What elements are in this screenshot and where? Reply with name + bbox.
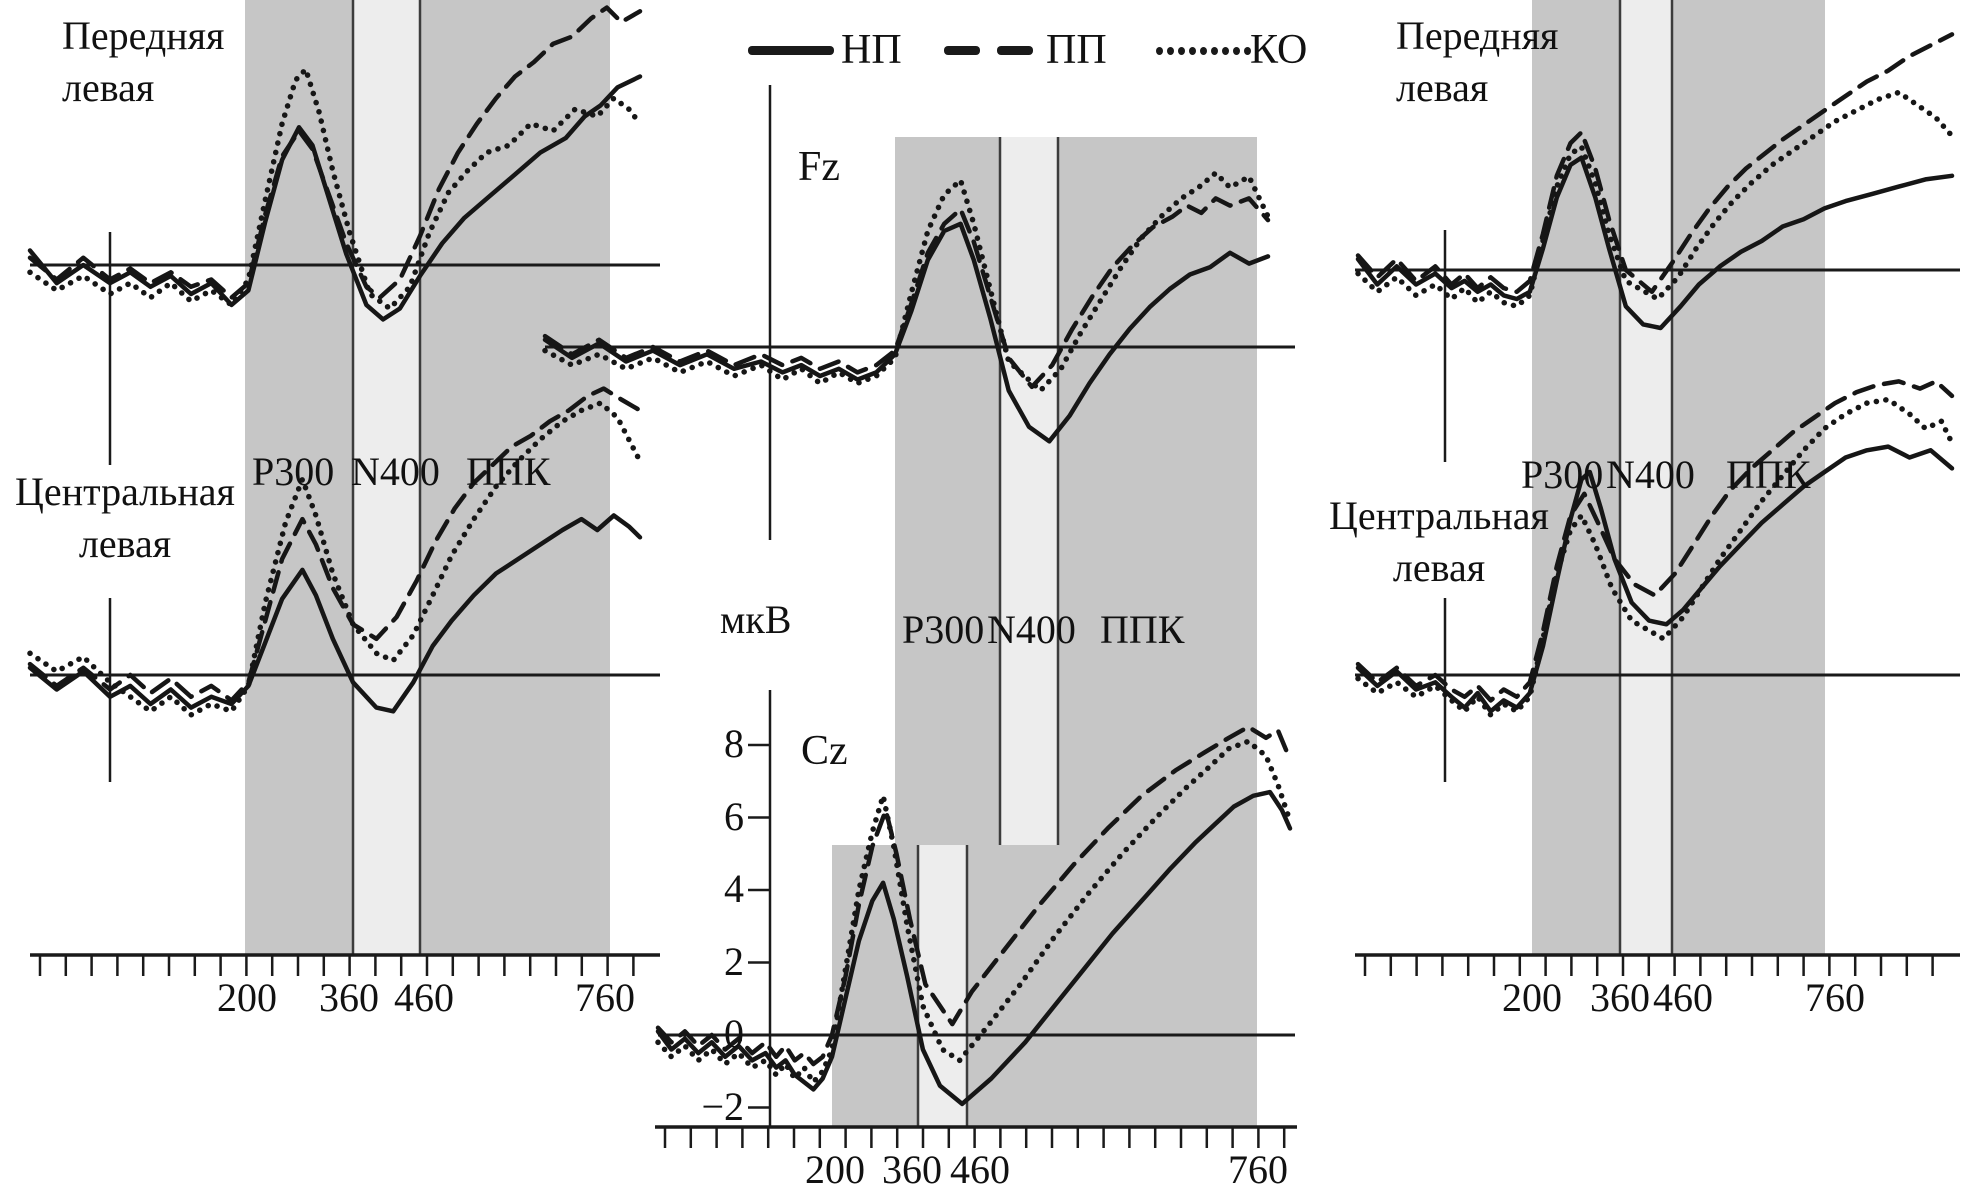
- y-tick-0: 0: [724, 1011, 744, 1056]
- legend-dotted-line-icon: [1156, 47, 1251, 55]
- panel-title-left-central: Центральная левая: [15, 469, 235, 566]
- legend-solid-line-icon: [748, 46, 834, 55]
- panel-title-left-anterior: Передняя левая: [62, 13, 225, 110]
- component-label-p300-middle: P300: [902, 607, 985, 652]
- legend-label-pp: ПП: [1046, 27, 1107, 73]
- legend-dashed-line-icon: [944, 46, 1033, 55]
- x-tick-760-right: 760: [1805, 975, 1865, 1020]
- component-label-p300-left: P300: [252, 449, 335, 494]
- x-tick-460-middle: 460: [950, 1147, 1010, 1192]
- x-tick-360-right: 360: [1590, 975, 1650, 1020]
- component-label-n400-right: N400: [1606, 452, 1695, 497]
- y-tick-6: 6: [724, 794, 744, 839]
- y-tick-neg2: −2: [701, 1084, 744, 1129]
- x-tick-360-middle: 360: [882, 1147, 942, 1192]
- legend-label-ko: КО: [1250, 27, 1308, 73]
- x-tick-200-right: 200: [1502, 975, 1562, 1020]
- component-label-ppk-right: ППК: [1726, 452, 1811, 497]
- x-tick-200-middle: 200: [805, 1147, 865, 1192]
- legend-label-np: НП: [841, 27, 902, 73]
- component-label-p300-right: P300: [1521, 452, 1604, 497]
- panel-title-right-anterior: Передняя левая: [1396, 13, 1559, 110]
- component-label-ppk-left: ППК: [466, 449, 551, 494]
- x-tick-200-left: 200: [217, 975, 277, 1020]
- x-tick-460-right: 460: [1653, 975, 1713, 1020]
- component-label-n400-middle: N400: [987, 607, 1076, 652]
- panel-title-right-central: Центральная левая: [1329, 493, 1549, 590]
- x-tick-760-middle: 760: [1228, 1147, 1288, 1192]
- component-label-n400-left: N400: [351, 449, 440, 494]
- electrode-label-fz: Fz: [798, 144, 840, 190]
- y-tick-4: 4: [724, 866, 744, 911]
- x-tick-760-left: 760: [575, 975, 635, 1020]
- y-tick-8: 8: [724, 721, 744, 766]
- y-axis-unit-label: мкВ: [720, 597, 792, 642]
- electrode-label-cz: Cz: [801, 728, 848, 774]
- x-tick-460-left: 460: [394, 975, 454, 1020]
- component-label-ppk-middle: ППК: [1100, 607, 1185, 652]
- y-tick-2: 2: [724, 939, 744, 984]
- x-tick-360-left: 360: [319, 975, 379, 1020]
